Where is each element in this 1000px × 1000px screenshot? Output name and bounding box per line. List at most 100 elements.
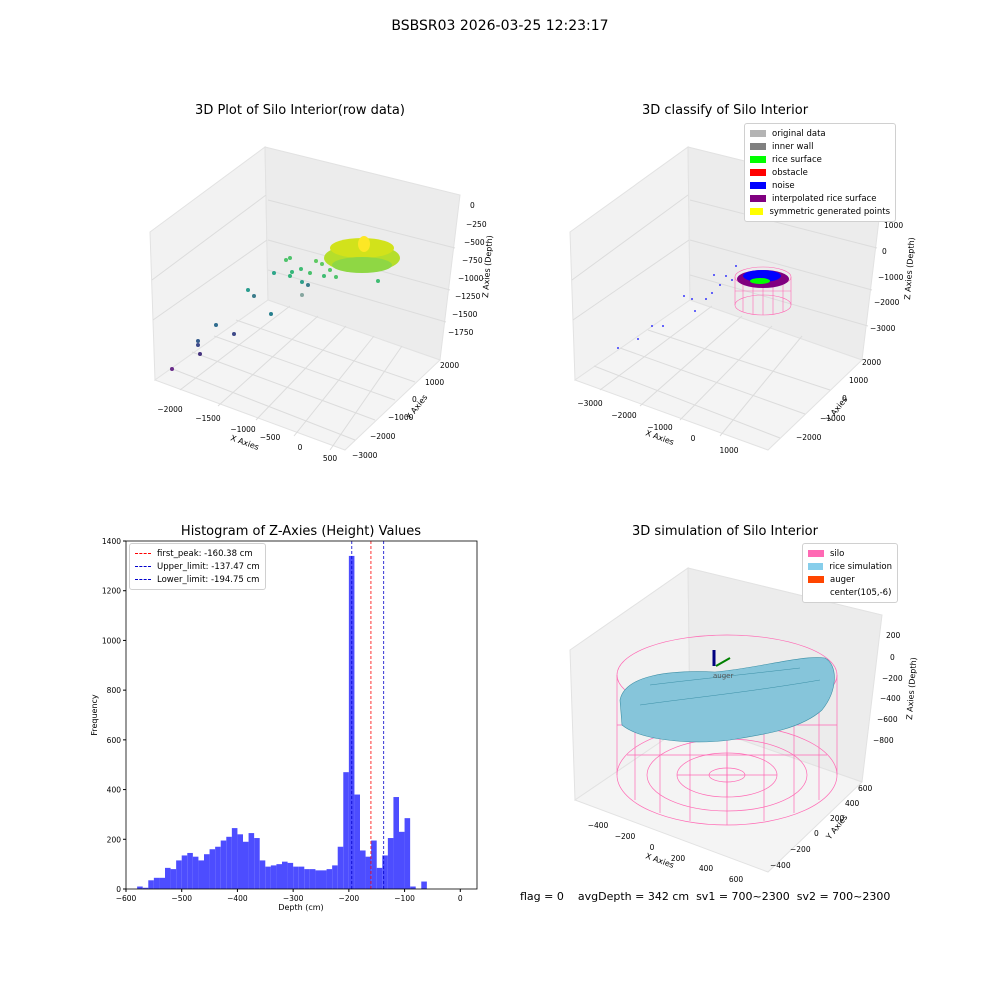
panel4-ytick: −200 [790,845,811,854]
status-avg-depth: avgDepth = 342 cm [577,890,690,903]
panel4-ztick: 0 [890,653,895,662]
legend-item-lower-limit: Lower_limit: -194.75 cm [135,573,260,586]
panel1-ytick: 2000 [440,361,459,370]
histogram-bar [142,887,149,889]
histogram-bar [243,841,249,889]
panel1-ztick: −1500 [452,310,478,319]
histogram-bar [159,877,165,889]
panel4-zlabel: Z Axies (Depth) [905,657,918,720]
panel4-legend: silo rice simulation auger center(105,-6… [802,543,898,603]
panel1-point [232,332,236,336]
legend-item-original-data: original data [750,127,890,140]
panel2-ztick: 0 [882,247,887,256]
panel2-ztick: −1000 [878,273,904,282]
histogram-ytick-label: 800 [107,686,122,695]
histogram-bar [231,828,238,889]
panel2-ytick: 2000 [862,358,881,367]
histogram-bar [248,833,255,889]
panel4-ytick: 400 [845,799,860,808]
histogram-bar [410,886,416,889]
panel3-title: Histogram of Z-Axies (Height) Values [180,524,422,539]
histogram-bar [304,869,310,889]
rice-simulation-mesh [639,679,821,706]
panel2-xtick: −3000 [577,399,603,408]
panel2-classified-points [617,265,789,349]
histogram-ytick-label: 1000 [102,636,121,645]
histogram-bar [204,854,210,889]
panel1-ytick: 0 [412,395,417,404]
legend-item-interpolated-rice-surface: interpolated rice surface [750,192,890,205]
histogram-bar [365,856,372,889]
legend-line [135,553,151,554]
histogram-chart: −600 −500 −400 −300 −200 −100 0 0 200 400 600 800 1… [90,537,478,912]
panel4-ytick: 200 [830,814,845,823]
histogram-bar [270,865,277,889]
legend-line [135,579,151,580]
legend-swatch [750,169,766,176]
histogram-bar [298,866,305,889]
panel1-point [288,274,292,278]
histogram-bar [343,772,349,889]
legend-item-inner-wall: inner wall [750,140,890,153]
histogram-xtick-label: −400 [227,894,248,903]
histogram-xtick-label: −300 [283,894,304,903]
panel2-noise-cluster [743,270,781,282]
legend-line [135,566,151,567]
panel1-point [299,267,303,271]
panel4-3d-axes: auger −400 −200 0 200 400 600 −400 −200 … [569,567,918,884]
panel1-point [284,258,288,262]
histogram-bar [276,864,282,889]
legend-item-symmetric-generated-points: symmetric generated points [750,205,890,218]
histogram-bar [226,836,232,889]
panel2-ztick: −3000 [870,324,896,333]
panel1-ztick: −1000 [458,274,484,283]
panel2-xtick: −1000 [647,423,673,432]
histogram-bar [282,861,288,889]
legend-item-silo: silo [808,547,892,560]
panel1-ytick: −3000 [352,451,378,460]
panel2-zlabel: Z Axies (Depth) [903,237,916,300]
panel4-xtick: −400 [588,821,609,830]
histogram-bar [170,869,177,889]
histogram-bar [237,834,243,889]
status-flag: flag = 0 [520,890,564,903]
panel1-point [170,367,174,371]
histogram-ytick-label: 200 [107,835,122,844]
panel1-point [300,280,304,284]
panel4-ytick: 600 [858,784,873,793]
legend-swatch [750,156,766,163]
panel2-silo-wireframe [734,266,792,316]
histogram-bar [215,846,221,889]
histogram-xtick-label: −500 [171,894,192,903]
panel1-point [328,268,332,272]
panel1-point [320,262,324,266]
histogram-bar [399,831,405,889]
panel1-point [290,270,294,274]
panel1-point [272,271,276,275]
panel2-ytick: −1000 [820,414,846,423]
panel4-xtick: 400 [699,864,714,873]
panel1-point [196,343,200,347]
panel4-ytick: −400 [770,861,791,870]
legend-item-obstacle: obstacle [750,166,890,179]
panel2-ztick: 1000 [884,221,903,230]
legend-swatch [808,576,824,583]
panel1-point [306,283,310,287]
panel1-point [288,256,292,260]
panel2-xtick: 0 [691,434,696,443]
histogram-bar [354,794,360,889]
panel1-point-cluster [332,257,392,273]
legend-swatch [750,182,766,189]
histogram-xtick-label: −600 [116,894,137,903]
histogram-bar [387,838,394,889]
status-sv2: sv2 = 700~2300 [796,890,891,903]
histogram-bar [287,862,294,889]
panel4-ztick: 200 [886,631,901,640]
histogram-ytick-label: 1400 [102,537,121,546]
panel1-xtick: −1500 [195,414,221,423]
histogram-bar [265,866,271,889]
histogram-bar [421,881,427,889]
panel1-point [334,275,338,279]
histogram-ytick-label: 600 [107,736,122,745]
panel1-title: 3D Plot of Silo Interior(row data) [195,103,405,118]
